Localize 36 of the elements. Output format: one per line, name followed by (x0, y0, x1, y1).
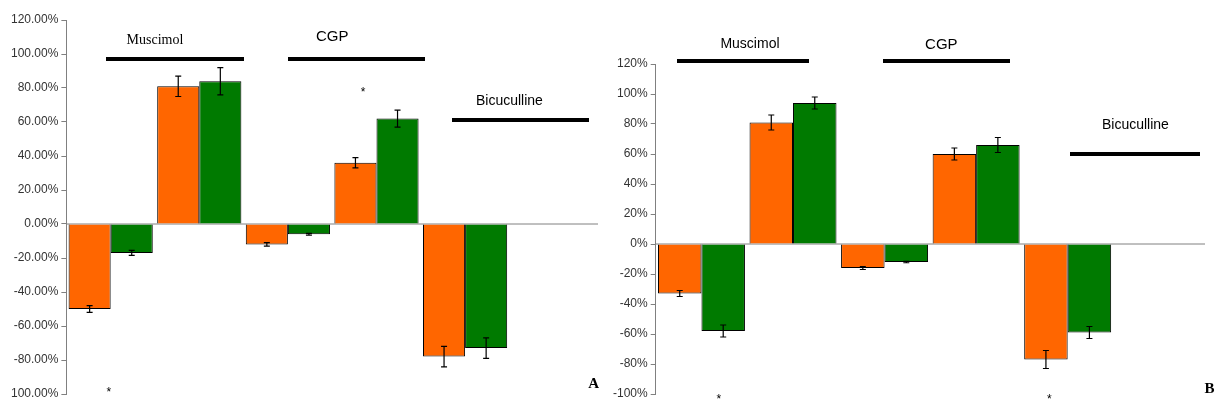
text: Muscimol (720, 35, 780, 52)
y-tick-label: 100% (616, 86, 649, 101)
y-tick-label: 0.00% (24, 216, 59, 231)
annotation: * (106, 384, 112, 399)
y-tick-label: 0% (630, 236, 649, 251)
y-tick-label: -80% (619, 356, 649, 371)
y-tick-label: -20.00% (13, 250, 59, 265)
y-tick-label: 80% (623, 116, 648, 131)
y-tick-label: 40.00% (17, 148, 59, 163)
y-tick-label: -60.00% (13, 318, 59, 333)
y-tick-label: 120.00% (11, 12, 59, 27)
y-tick-label: 80.00% (17, 80, 59, 95)
annotation: * (360, 85, 366, 100)
y-tick-label: -20% (619, 266, 649, 281)
y-tick-label: 20.00% (17, 182, 59, 197)
annotation: B (1204, 380, 1215, 397)
y-tick-label: 60.00% (17, 114, 59, 129)
y-tick-label: 20% (623, 206, 648, 221)
y-tick-label: 120% (616, 56, 649, 71)
y-tick-label: -80.00% (13, 352, 59, 367)
annotation: * (1047, 392, 1053, 407)
annotation: * (716, 392, 722, 407)
y-tick-label: -40.00% (13, 284, 59, 299)
text: CGP (925, 34, 958, 52)
annotation: A (588, 374, 600, 391)
y-tick-label: -40% (619, 296, 649, 311)
annotation: Muscimol (126, 32, 184, 48)
y-tick-label: 40% (623, 176, 648, 191)
y-tick-label: 100.00% (11, 386, 59, 401)
y-tick-label: 100.00% (11, 46, 59, 61)
annotation: Bicuculline (475, 92, 544, 109)
y-tick-label: 60% (623, 146, 648, 161)
y-tick-label: -60% (619, 326, 649, 341)
y-tick-label: -100% (613, 386, 649, 401)
annotation: CGP (315, 27, 349, 45)
annotation: Bicuculline (1101, 116, 1170, 133)
